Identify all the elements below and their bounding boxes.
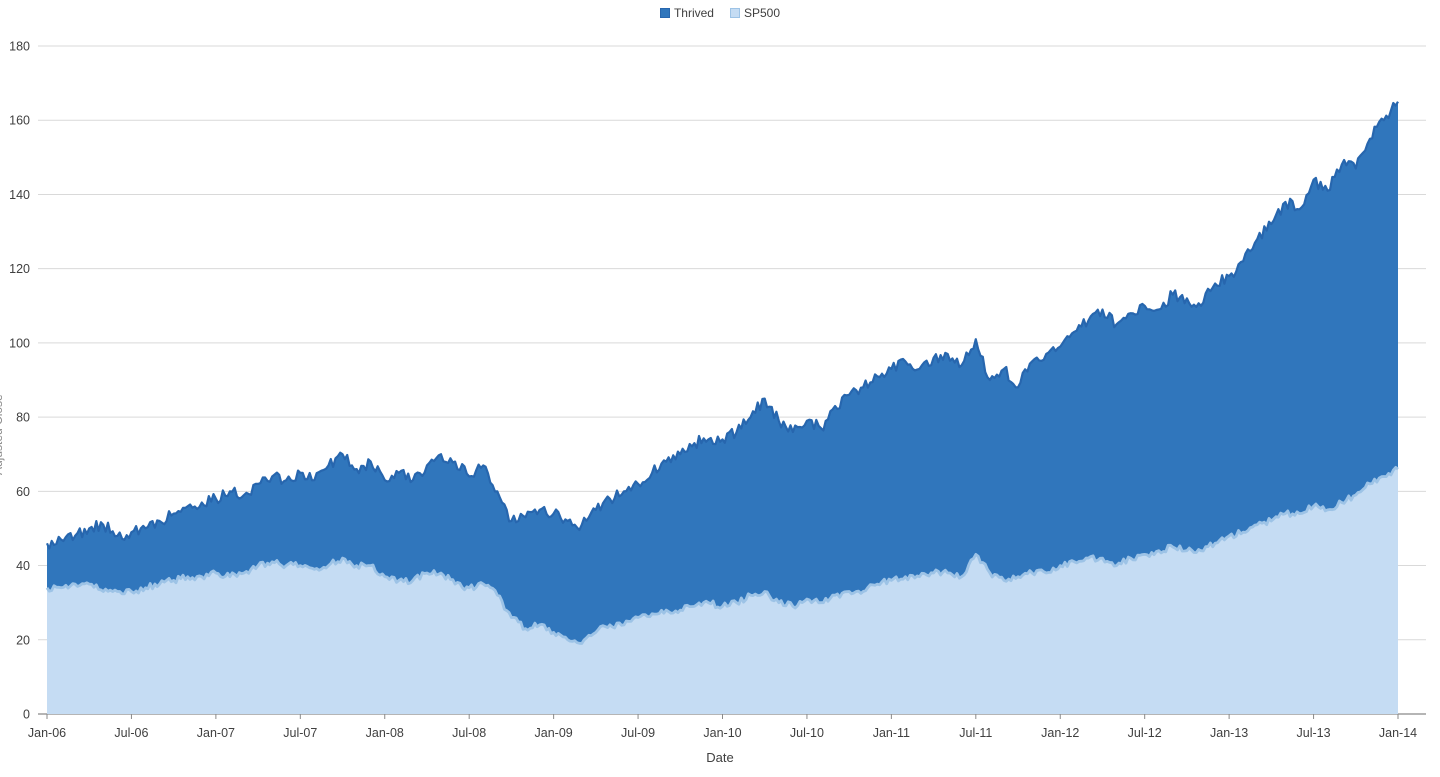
- svg-text:20: 20: [16, 633, 30, 647]
- svg-text:Jul-08: Jul-08: [452, 726, 486, 740]
- legend-item-sp500: SP500: [729, 6, 781, 20]
- legend-label-thrived: Thrived: [673, 6, 714, 20]
- svg-text:Jan-06: Jan-06: [28, 726, 66, 740]
- x-axis-title: Date: [706, 750, 734, 765]
- svg-text:Jan-09: Jan-09: [535, 726, 573, 740]
- sp500-swatch-icon: [729, 8, 740, 18]
- chart-legend: Thrived SP500: [0, 6, 1440, 20]
- svg-text:Jan-07: Jan-07: [197, 726, 235, 740]
- svg-text:0: 0: [23, 708, 30, 722]
- svg-text:100: 100: [9, 336, 30, 350]
- legend-item-thrived: Thrived: [659, 6, 714, 20]
- svg-text:Jul-06: Jul-06: [114, 726, 148, 740]
- svg-text:Jul-13: Jul-13: [1297, 726, 1331, 740]
- svg-text:180: 180: [9, 40, 30, 54]
- svg-text:Jul-10: Jul-10: [790, 726, 824, 740]
- svg-text:Jul-12: Jul-12: [1128, 726, 1162, 740]
- svg-text:Jan-10: Jan-10: [703, 726, 741, 740]
- svg-text:80: 80: [16, 411, 30, 425]
- svg-text:Jan-13: Jan-13: [1210, 726, 1248, 740]
- svg-text:60: 60: [16, 485, 30, 499]
- svg-text:Jan-08: Jan-08: [366, 726, 404, 740]
- svg-text:Jan-11: Jan-11: [873, 726, 910, 740]
- svg-text:Jul-09: Jul-09: [621, 726, 655, 740]
- thrived-swatch-icon: [659, 8, 670, 18]
- svg-text:Jan-12: Jan-12: [1041, 726, 1079, 740]
- svg-text:Jan-14: Jan-14: [1379, 726, 1417, 740]
- svg-text:140: 140: [9, 188, 30, 202]
- legend-label-sp500: SP500: [743, 6, 781, 20]
- svg-text:Jul-11: Jul-11: [959, 726, 992, 740]
- svg-text:Jul-07: Jul-07: [283, 726, 317, 740]
- svg-text:160: 160: [9, 114, 30, 128]
- svg-text:120: 120: [9, 262, 30, 276]
- y-axis-title: Adjusted Close: [0, 394, 5, 475]
- svg-text:40: 40: [16, 559, 30, 573]
